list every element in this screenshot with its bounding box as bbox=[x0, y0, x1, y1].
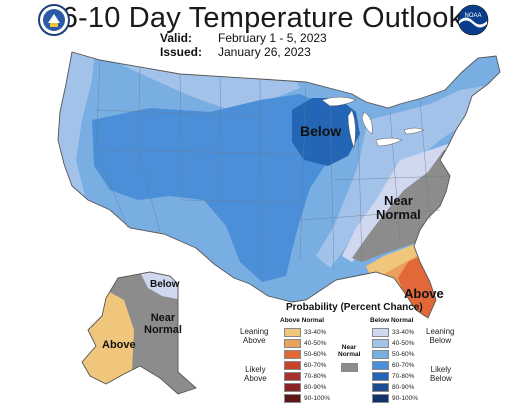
legend-normal-line: Normal bbox=[338, 350, 361, 358]
legend-likely-below-line1: Likely bbox=[430, 365, 452, 374]
map-title: 6-10 Day Temperature Outlook bbox=[61, 2, 464, 34]
legend-below-range: 60-70% bbox=[392, 362, 415, 369]
legend-below-row: 33-40% bbox=[372, 327, 418, 338]
conus-outline bbox=[57, 51, 501, 319]
label-near-normal-alaska: Near Normal bbox=[144, 312, 182, 336]
legend-below-swatch bbox=[372, 361, 389, 370]
legend-below-swatch bbox=[372, 394, 389, 403]
legend-above-row: 90-100% bbox=[284, 393, 330, 404]
probability-legend: Probability (Percent Chance) Above Norma… bbox=[238, 300, 468, 404]
legend-below-swatch bbox=[372, 339, 389, 348]
label-alaska-normal-line: Normal bbox=[144, 323, 182, 336]
region-near-normal-alaska bbox=[82, 272, 196, 394]
legend-likely-below: Likely Below bbox=[430, 365, 452, 384]
legend-above-swatch bbox=[284, 394, 301, 403]
legend-below-row: 40-50% bbox=[372, 338, 418, 349]
legend-leaning-above-line1: Leaning bbox=[240, 327, 269, 336]
legend-leaning-above-line2: Above bbox=[242, 335, 266, 345]
label-normal-line: Normal bbox=[376, 206, 421, 222]
label-below-midwest: Below bbox=[300, 123, 342, 139]
legend-likely-above-line1: Likely bbox=[245, 365, 266, 374]
legend-leaning-above: Leaning Above bbox=[240, 327, 269, 346]
region-below-60 bbox=[92, 94, 340, 282]
legend-near-swatch bbox=[340, 362, 358, 372]
legend-below-swatch bbox=[372, 328, 389, 337]
legend-above-swatch bbox=[284, 350, 301, 359]
legend-above-header: Above Normal bbox=[280, 317, 325, 324]
doc-seal-icon bbox=[38, 4, 70, 36]
legend-below-range: 70-80% bbox=[392, 373, 415, 380]
legend-above-swatch bbox=[284, 361, 301, 370]
label-near-line: Near bbox=[383, 193, 413, 208]
region-below-west-light bbox=[58, 52, 96, 200]
valid-label: Valid: bbox=[160, 31, 193, 45]
legend-above-row: 70-80% bbox=[284, 371, 330, 382]
legend-above-range: 60-70% bbox=[304, 362, 327, 369]
legend-above-range: 40-50% bbox=[304, 340, 327, 347]
legend-below-range: 40-50% bbox=[392, 340, 415, 347]
region-below-70 bbox=[292, 98, 360, 166]
label-below-alaska: Below bbox=[150, 279, 180, 290]
legend-below-range: 50-60% bbox=[392, 351, 415, 358]
issued-date: January 26, 2023 bbox=[218, 45, 311, 59]
legend-leaning-below-line1: Leaning bbox=[426, 327, 455, 336]
legend-above-row: 40-50% bbox=[284, 338, 330, 349]
great-lakes bbox=[321, 96, 425, 149]
legend-title: Probability (Percent Chance) bbox=[286, 302, 423, 313]
legend-below-row: 70-80% bbox=[372, 371, 418, 382]
legend-near-line: Near bbox=[341, 344, 357, 351]
noaa-logo-icon: NOAA bbox=[457, 4, 489, 36]
label-near-normal-east: Near Normal bbox=[376, 194, 421, 221]
legend-above-row: 33-40% bbox=[284, 327, 330, 338]
issued-label: Issued: bbox=[160, 45, 203, 59]
region-below-alaska bbox=[140, 272, 182, 300]
label-above-florida: Above bbox=[404, 286, 444, 301]
legend-above-range: 33-40% bbox=[304, 329, 327, 336]
legend-above-swatch bbox=[284, 383, 301, 392]
legend-above-range: 80-90% bbox=[304, 384, 327, 391]
legend-below-row: 90-100% bbox=[372, 393, 418, 404]
legend-above-swatch bbox=[284, 339, 301, 348]
legend-below-range: 90-100% bbox=[392, 395, 419, 402]
state-boundaries bbox=[95, 59, 451, 281]
legend-below-row: 50-60% bbox=[372, 349, 418, 360]
legend-above-row: 80-90% bbox=[284, 382, 330, 393]
label-above-alaska: Above bbox=[102, 339, 136, 351]
legend-below-row: 80-90% bbox=[372, 382, 418, 393]
legend-above-row: 50-60% bbox=[284, 349, 330, 360]
legend-leaning-below-line2: Below bbox=[429, 335, 452, 345]
legend-below-column: 33-40% 40-50% 50-60% 60-70% 70-80% 80-90% 90-1… bbox=[372, 327, 418, 404]
legend-above-swatch bbox=[284, 328, 301, 337]
legend-above-range: 70-80% bbox=[304, 373, 327, 380]
legend-likely-below-line2: Below bbox=[430, 373, 452, 383]
alaska-regions bbox=[82, 272, 196, 394]
alaska-outline bbox=[81, 271, 197, 395]
legend-likely-above-line2: Above bbox=[244, 373, 267, 383]
legend-near-normal: Near Normal bbox=[338, 344, 361, 377]
legend-above-row: 60-70% bbox=[284, 360, 330, 371]
legend-below-swatch bbox=[372, 372, 389, 381]
legend-below-swatch bbox=[372, 383, 389, 392]
legend-leaning-below: Leaning Below bbox=[426, 327, 455, 346]
legend-below-range: 33-40% bbox=[392, 329, 415, 336]
legend-below-row: 60-70% bbox=[372, 360, 418, 371]
legend-above-swatch bbox=[284, 372, 301, 381]
legend-likely-above: Likely Above bbox=[244, 365, 267, 384]
noaa-logo-text: NOAA bbox=[464, 13, 481, 19]
legend-above-range: 90-100% bbox=[304, 395, 331, 402]
date-block: Valid: February 1 - 5, 2023 Issued: Januar… bbox=[160, 31, 327, 59]
legend-above-range: 50-60% bbox=[304, 351, 327, 358]
legend-below-range: 80-90% bbox=[392, 384, 415, 391]
legend-below-header: Below Normal bbox=[370, 317, 414, 324]
label-alaska-near-line: Near bbox=[150, 312, 176, 324]
valid-dates: February 1 - 5, 2023 bbox=[218, 31, 327, 45]
legend-below-swatch bbox=[372, 350, 389, 359]
legend-above-column: 33-40% 40-50% 50-60% 60-70% 70-80% 80-90% 90-1… bbox=[284, 327, 330, 404]
